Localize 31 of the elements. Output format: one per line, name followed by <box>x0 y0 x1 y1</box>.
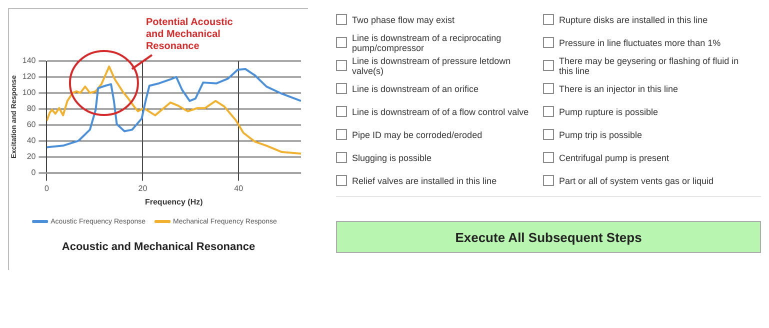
y-tick-label: 60 <box>26 120 36 130</box>
y-tick-label: 20 <box>26 152 36 162</box>
x-tick-label: 20 <box>138 184 148 193</box>
text: Relief valves are installed in this line <box>352 176 497 186</box>
button: Execute All Subsequent Steps <box>336 221 761 253</box>
y-tick-label: 40 <box>26 136 36 146</box>
text: There may be geysering or flashing of fluid in this line <box>559 56 740 76</box>
x-tick-label: 0 <box>44 184 50 193</box>
text: Two phase flow may exist <box>352 14 455 24</box>
x-axis-title: Frequency (Hz) <box>144 197 204 206</box>
text: Slugging is possible <box>352 152 432 162</box>
text: Pump rupture is possible <box>559 106 658 116</box>
text: Line is downstream of an orifice <box>352 84 479 94</box>
text: Potential Acoustic and Mechanical Resonance <box>146 16 234 52</box>
y-tick-label: 80 <box>26 104 36 114</box>
text: Pipe ID may be corroded/eroded <box>352 130 482 140</box>
y-tick-label: 140 <box>22 56 36 66</box>
text: Line is downstream of a reciprocating pump/compressor <box>352 32 502 52</box>
text: Rupture disks are installed in this line <box>559 14 708 24</box>
y-tick-label: 100 <box>22 88 36 98</box>
text: Acoustic and Mechanical Resonance <box>60 241 256 253</box>
text: Pump trip is possible <box>559 130 642 140</box>
text: There is an injector in this line <box>559 84 678 94</box>
text: Pressure in line fluctuates more than 1% <box>559 38 721 48</box>
x-tick-label: 40 <box>234 184 244 193</box>
text: Centrifugal pump is present <box>559 152 670 162</box>
text: Part or all of system vents gas or liquid <box>559 176 714 186</box>
text: Line is downstream of of a flow control valve <box>352 106 529 116</box>
text: Line is downstream of pressure letdown valve(s) <box>352 56 512 76</box>
y-tick-label: 120 <box>22 72 36 82</box>
y-tick-label: 0 <box>31 168 36 178</box>
